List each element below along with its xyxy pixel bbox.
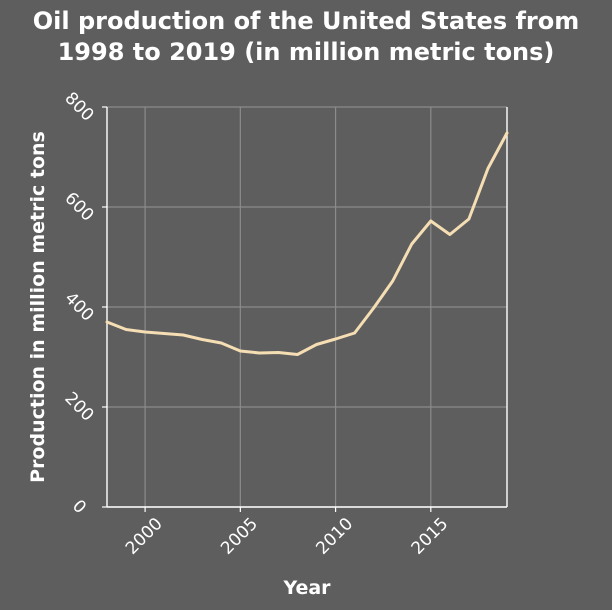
data-series <box>107 133 507 355</box>
axes <box>102 107 507 512</box>
y-tick-label-800: 800 <box>60 88 97 125</box>
y-axis-label: Production in million metric tons <box>27 131 49 483</box>
x-tick-label-2005: 2005 <box>217 514 262 559</box>
y-tick-label-400: 400 <box>60 288 97 325</box>
series-line-0 <box>107 133 507 355</box>
tick-labels: 2000 2005 2010 2015 0 200 400 600 800 <box>60 88 452 558</box>
gridlines <box>107 107 507 507</box>
y-tick-label-600: 600 <box>60 188 97 225</box>
y-tick-label-200: 200 <box>60 388 97 425</box>
x-tick-label-2010: 2010 <box>312 514 357 559</box>
y-tick-label-0: 0 <box>68 496 90 518</box>
x-axis-label: Year <box>282 577 331 599</box>
chart-title-line-2: 1998 to 2019 (in million metric tons) <box>58 38 555 66</box>
x-tick-label-2015: 2015 <box>408 514 453 559</box>
x-tick-label-2000: 2000 <box>122 514 167 559</box>
chart-title-line-1: Oil production of the United States from <box>33 7 580 35</box>
